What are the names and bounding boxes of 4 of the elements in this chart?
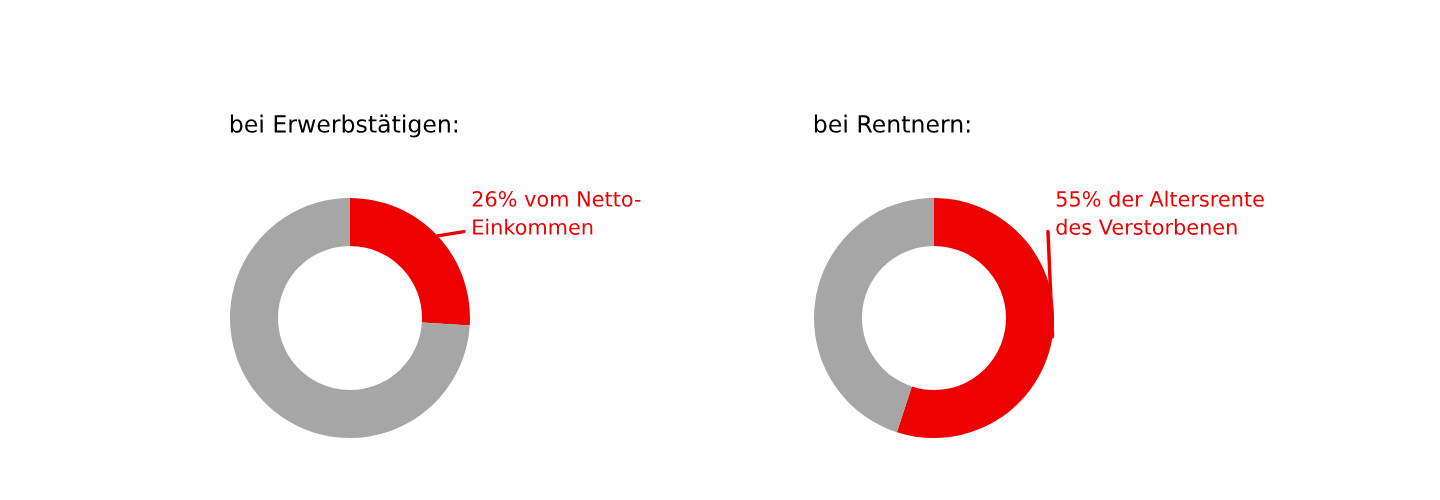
slice-label: 26% vom Netto- Einkommen: [472, 191, 641, 235]
chart-title: bei Erwerbstätigen:: [230, 114, 458, 138]
slice-label: 55% der Altersrente des Verstorbenen: [1056, 190, 1264, 235]
chart-title: bei Rentnern:: [814, 114, 970, 133]
